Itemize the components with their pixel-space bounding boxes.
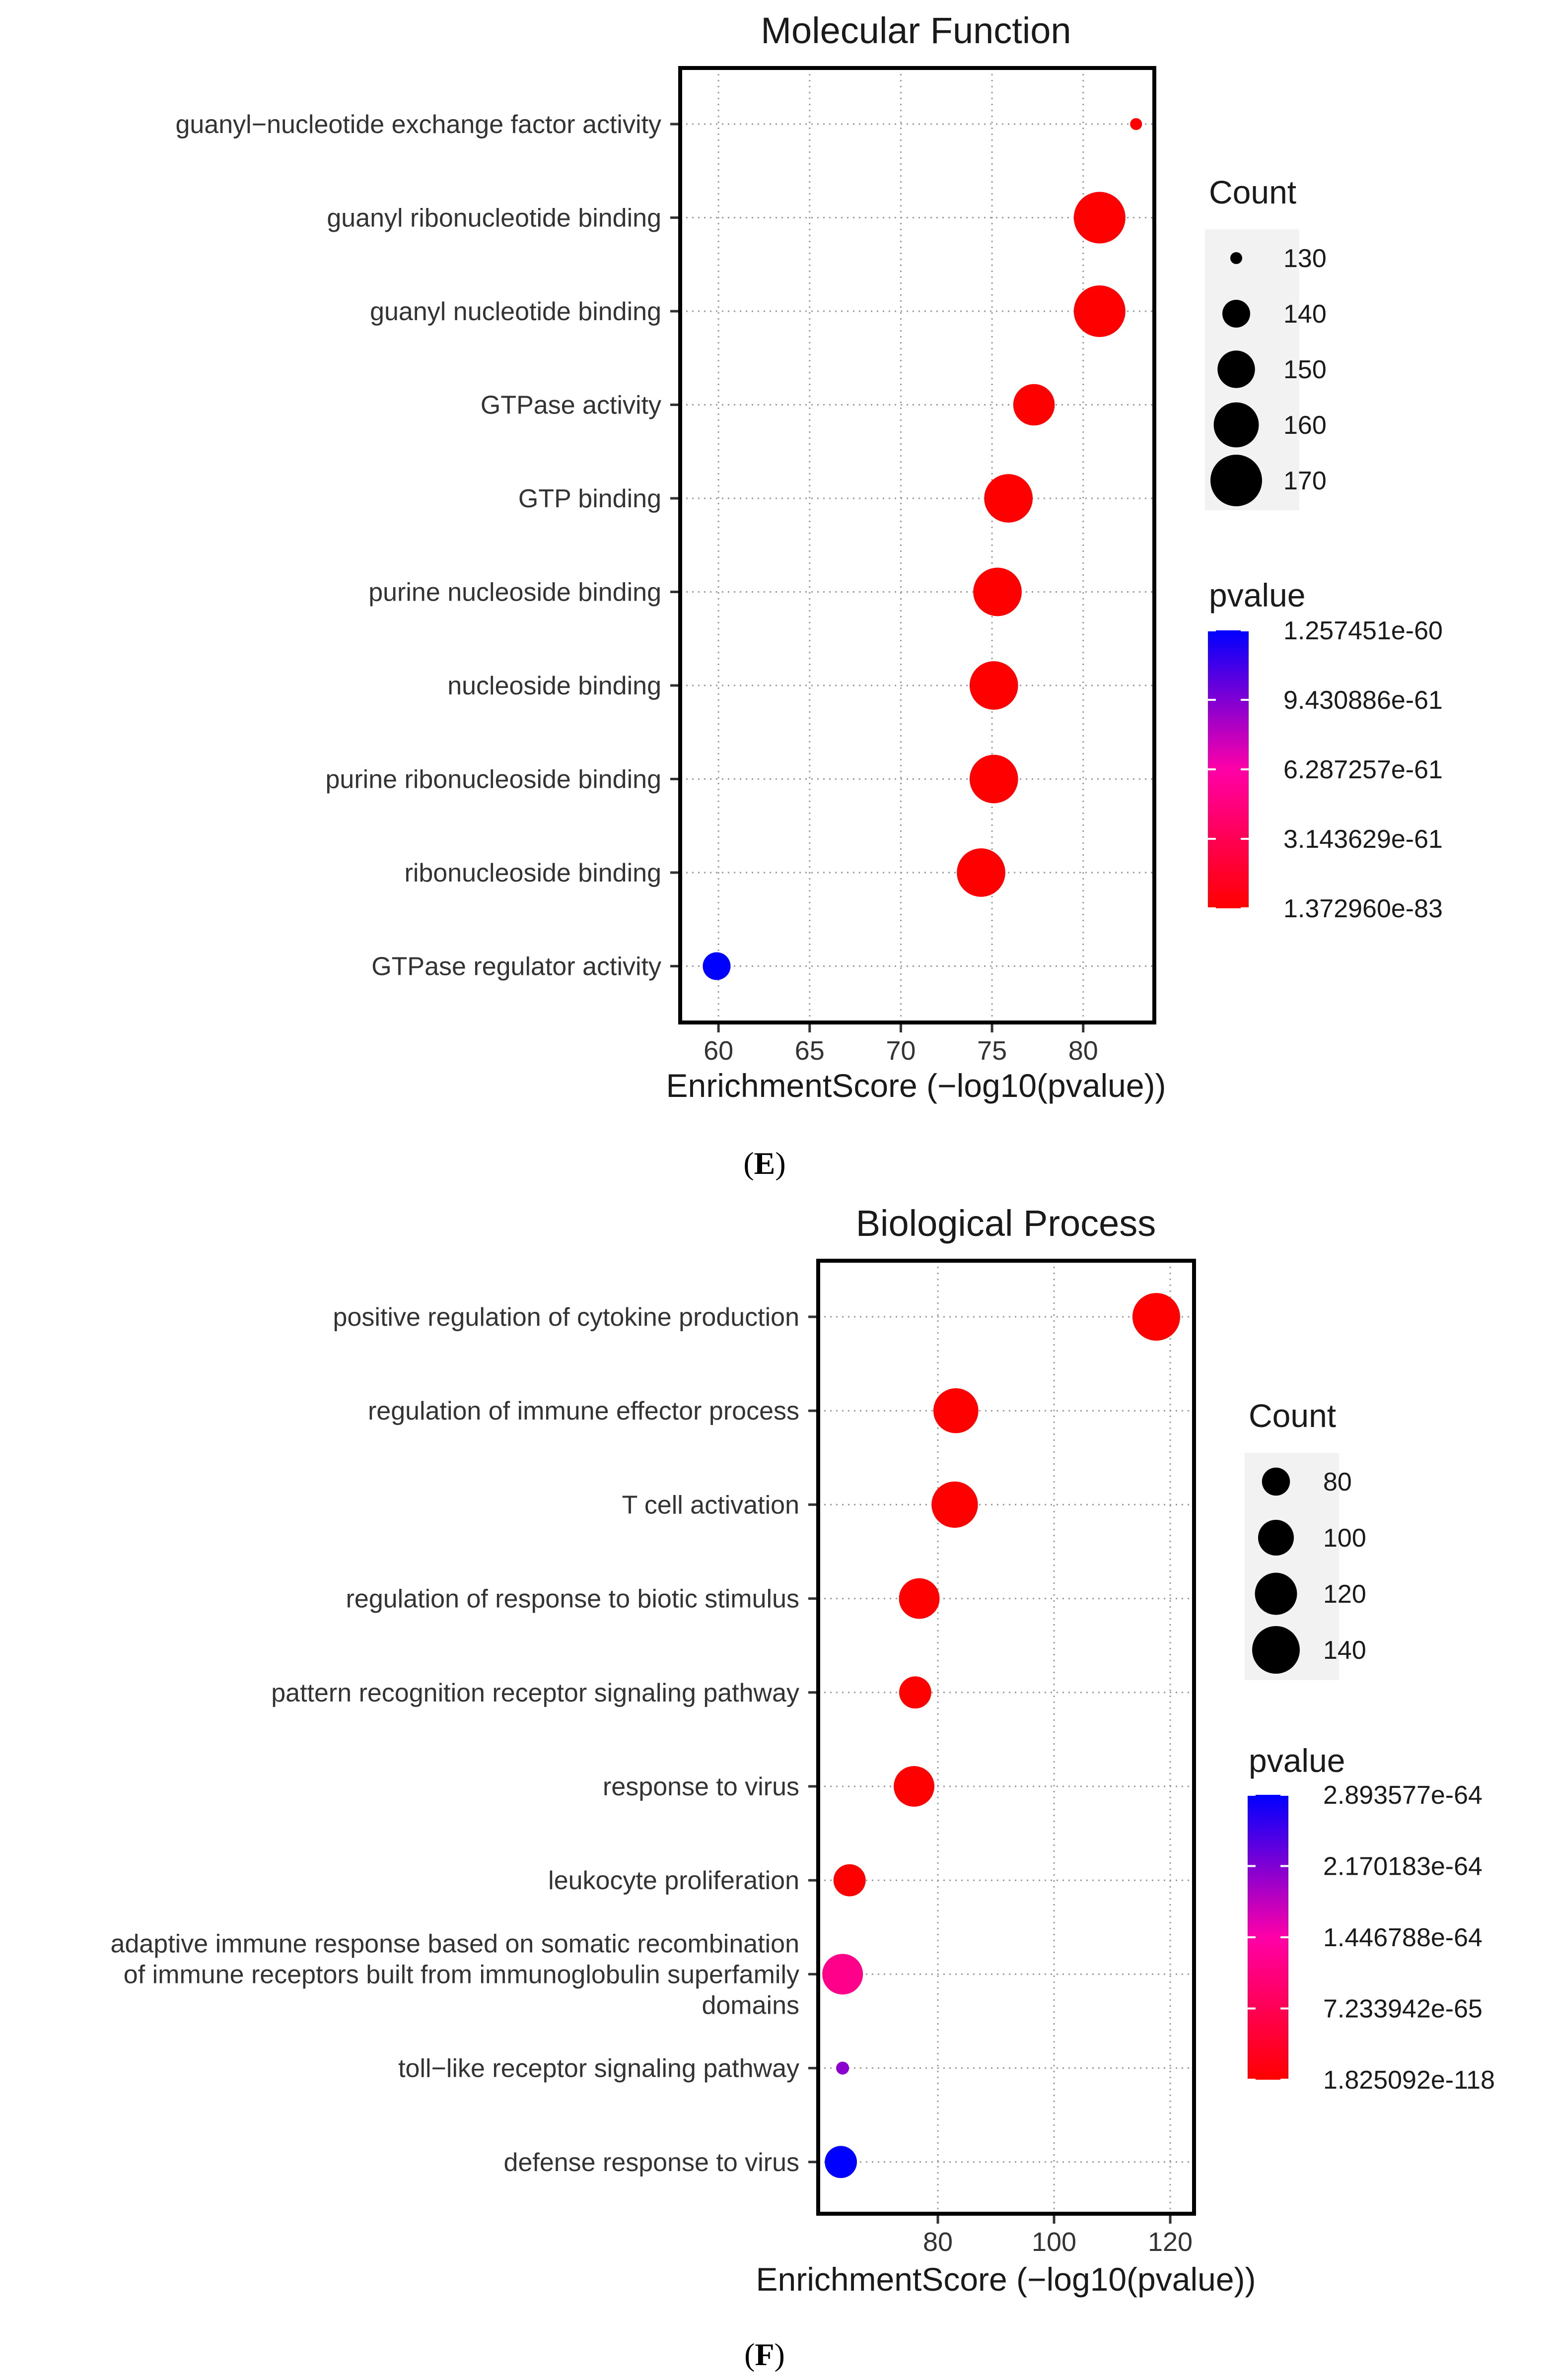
pvalue-legend-title: pvalue (1209, 577, 1306, 613)
data-point (1130, 118, 1142, 130)
x-tick-label: 60 (704, 1036, 733, 1066)
data-point (1132, 1293, 1180, 1341)
panel-letter: E (754, 1146, 776, 1181)
y-tick-label: toll−like receptor signaling pathway (398, 2054, 799, 2083)
count-legend-title: Count (1209, 174, 1296, 210)
data-point (899, 1578, 940, 1619)
pvalue-legend-label: 1.446788e-64 (1323, 1923, 1482, 1952)
count-legend-label: 170 (1283, 467, 1327, 495)
panel-label: (F) (744, 2337, 785, 2372)
y-tick-label: GTPase regulator activity (371, 952, 661, 981)
count-legend-dot (1210, 455, 1262, 506)
data-point (836, 2061, 849, 2075)
pvalue-legend-title: pvalue (1249, 1742, 1345, 1779)
panel-paren-close: ) (775, 2337, 785, 2372)
y-tick-label: domains (702, 1991, 799, 2020)
pvalue-legend-label: 6.287257e-61 (1283, 755, 1443, 784)
count-legend-dot (1255, 1572, 1297, 1615)
pvalue-legend-label: 9.430886e-61 (1283, 686, 1443, 715)
y-tick-label: regulation of response to biotic stimulu… (346, 1585, 799, 1614)
pvalue-legend-label: 1.372960e-83 (1283, 894, 1443, 923)
data-point (969, 754, 1018, 804)
count-legend-label: 140 (1323, 1636, 1366, 1665)
count-legend-label: 80 (1323, 1468, 1352, 1496)
panel-paren-open: ( (744, 2337, 755, 2372)
count-legend-dot (1252, 1626, 1300, 1674)
y-tick-label: purine ribonucleoside binding (326, 765, 661, 794)
x-axis-label: EnrichmentScore (−log10(pvalue)) (756, 2261, 1256, 2298)
count-legend-label: 150 (1283, 355, 1327, 384)
pvalue-legend-label: 1.825092e-118 (1323, 2066, 1495, 2095)
data-point (1013, 384, 1055, 426)
data-point (1073, 192, 1126, 244)
panel-letter: F (755, 2337, 774, 2372)
count-legend-dot (1262, 1467, 1290, 1496)
chart-title: Biological Process (856, 1203, 1156, 1244)
count-legend-dot (1213, 402, 1259, 448)
y-tick-label: T cell activation (622, 1491, 799, 1519)
plot-frame (816, 1259, 1196, 2216)
y-tick-label: GTPase activity (481, 391, 661, 420)
y-tick-label: purine nucleoside binding (368, 578, 661, 607)
chart-title: Molecular Function (761, 10, 1071, 51)
y-tick-label: of immune receptors built from immunoglo… (124, 1960, 799, 1989)
count-legend-dot (1217, 350, 1255, 388)
chart-biological-process: Biological Process positive regulation of… (111, 1203, 1495, 2372)
y-tick-label: ribonucleoside binding (405, 859, 662, 887)
pvalue-legend-label: 2.893577e-64 (1323, 1781, 1482, 1810)
plot-frame (678, 66, 1156, 1024)
data-point (1073, 285, 1126, 337)
y-tick-label: guanyl nucleotide binding (370, 297, 661, 326)
panel-paren-close: ) (775, 1146, 785, 1181)
x-tick-label: 120 (1148, 2227, 1193, 2257)
y-tick-label: pattern recognition receptor signaling p… (271, 1679, 799, 1707)
data-point (899, 1676, 931, 1709)
x-tick-label: 70 (886, 1036, 916, 1066)
data-point (973, 567, 1022, 616)
count-legend-label: 160 (1283, 411, 1327, 440)
pvalue-legend-label: 3.143629e-61 (1283, 825, 1443, 854)
count-legend-title: Count (1249, 1397, 1336, 1434)
chart-molecular-function: Molecular Function guanyl−nucleotide exch… (175, 10, 1442, 1181)
count-legend-dot (1258, 1519, 1294, 1556)
data-point (703, 952, 731, 980)
pvalue-legend-label: 1.257451e-60 (1283, 616, 1443, 645)
y-tick-label: response to virus (603, 1772, 799, 1801)
count-legend-dot (1222, 300, 1250, 328)
data-point (822, 1954, 863, 1995)
x-tick-label: 100 (1032, 2227, 1076, 2257)
x-tick-label: 80 (1068, 1036, 1098, 1066)
data-point (833, 1864, 866, 1897)
pvalue-legend-label: 7.233942e-65 (1323, 1995, 1482, 2024)
y-tick-label: regulation of immune effector process (368, 1397, 799, 1426)
data-point (933, 1388, 979, 1433)
y-tick-label: leukocyte proliferation (548, 1866, 799, 1895)
x-axis-label: EnrichmentScore (−log10(pvalue)) (666, 1067, 1166, 1104)
count-legend-label: 100 (1323, 1524, 1366, 1553)
panel-paren-open: ( (743, 1146, 754, 1181)
data-point (969, 661, 1018, 710)
count-legend-label: 140 (1283, 300, 1327, 329)
count-legend-label: 120 (1323, 1580, 1366, 1609)
y-tick-label: guanyl−nucleotide exchange factor activi… (175, 110, 661, 139)
data-point (894, 1766, 934, 1807)
data-point (825, 2146, 857, 2178)
x-tick-label: 80 (923, 2227, 953, 2257)
data-point (931, 1481, 978, 1528)
y-tick-label: nucleoside binding (447, 672, 661, 700)
y-tick-label: adaptive immune response based on somati… (111, 1929, 799, 1958)
count-legend-label: 130 (1283, 244, 1327, 273)
y-tick-label: defense response to virus (504, 2148, 799, 2177)
x-tick-label: 65 (795, 1036, 825, 1066)
pvalue-legend-label: 2.170183e-64 (1323, 1852, 1482, 1881)
y-tick-label: GTP binding (518, 484, 661, 513)
data-point (984, 474, 1033, 523)
count-legend-dot (1230, 252, 1242, 264)
y-tick-label: guanyl ribonucleotide binding (327, 204, 661, 233)
panel-label: (E) (743, 1146, 785, 1181)
x-tick-label: 75 (977, 1036, 1007, 1066)
y-tick-label: positive regulation of cytokine producti… (333, 1303, 799, 1332)
data-point (957, 848, 1005, 897)
